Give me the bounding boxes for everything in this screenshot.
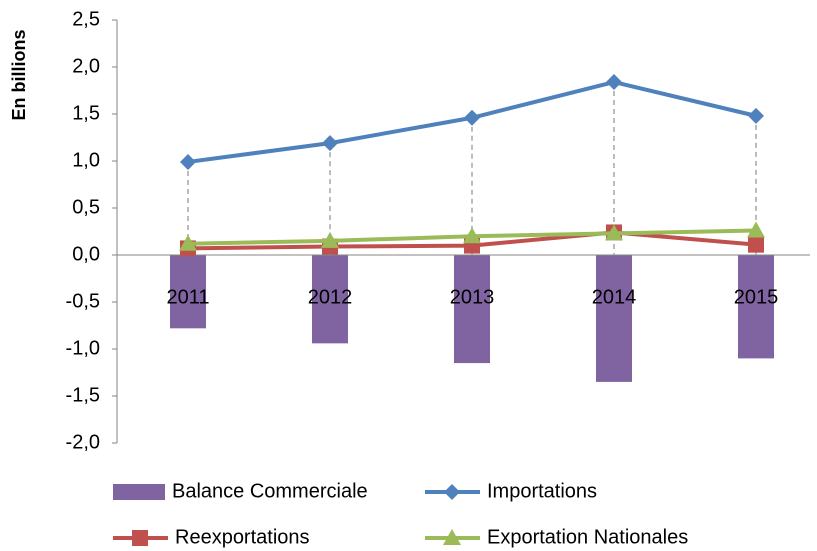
marker — [748, 236, 764, 253]
bar — [596, 255, 632, 382]
y-axis-label: En billions — [9, 29, 29, 120]
marker — [606, 74, 622, 91]
y-tick-label: 0,5 — [72, 196, 100, 218]
marker — [747, 221, 765, 238]
y-tick-label: 0,0 — [72, 243, 100, 265]
marker — [322, 135, 338, 152]
marker — [464, 109, 480, 126]
legend-swatch — [113, 484, 165, 500]
x-tick-label: 2013 — [450, 286, 495, 308]
legend-label: Balance Commerciale — [172, 480, 368, 502]
y-tick-label: -1,0 — [66, 337, 100, 359]
marker — [180, 153, 196, 170]
y-tick-label: 2,0 — [72, 55, 100, 77]
legend-label: Exportation Nationales — [487, 526, 688, 548]
y-tick-label: -1,5 — [66, 384, 100, 406]
y-tick-label: -0,5 — [66, 290, 100, 312]
x-tick-label: 2011 — [166, 286, 209, 308]
bar — [738, 255, 774, 359]
bar — [454, 255, 490, 364]
x-tick-label: 2012 — [308, 286, 353, 308]
legend-marker — [132, 530, 148, 546]
marker — [463, 227, 481, 244]
y-tick-label: 1,0 — [72, 149, 100, 171]
bar — [170, 255, 206, 329]
bar — [312, 255, 348, 344]
marker — [605, 224, 623, 241]
x-tick-label: 2015 — [734, 286, 779, 308]
y-tick-label: 1,5 — [72, 102, 100, 124]
x-tick-label: 2014 — [592, 286, 637, 308]
legend-marker — [444, 484, 460, 500]
marker — [321, 231, 339, 248]
legend-label: Importations — [487, 480, 597, 502]
y-tick-label: -2,0 — [66, 431, 100, 453]
legend-label: Reexportations — [175, 526, 310, 548]
legend-marker — [443, 529, 461, 545]
marker — [748, 107, 764, 124]
marker — [179, 234, 197, 251]
y-tick-label: 2,5 — [72, 8, 100, 30]
